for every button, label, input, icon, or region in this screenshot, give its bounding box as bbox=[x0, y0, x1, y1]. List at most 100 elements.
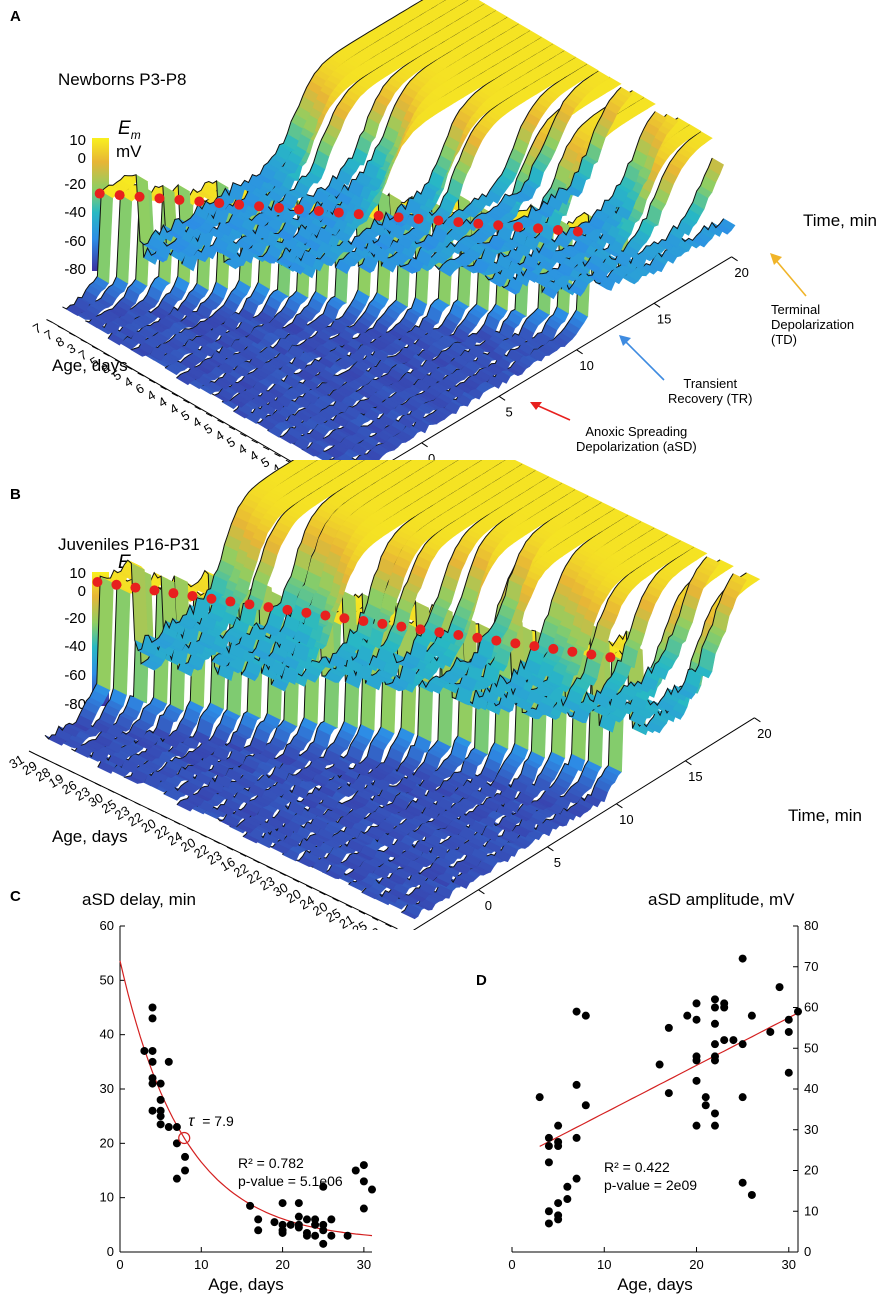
time-tick-label: 0 bbox=[428, 451, 435, 466]
time-tick bbox=[421, 442, 428, 448]
asd-marker bbox=[453, 217, 464, 228]
asd-marker bbox=[393, 212, 404, 223]
asd-marker bbox=[353, 209, 364, 220]
age-tick bbox=[262, 446, 270, 451]
panel-b-cb-tick: -80 bbox=[64, 696, 86, 713]
age-tick bbox=[228, 426, 236, 431]
surface-patch bbox=[469, 0, 485, 7]
asd-marker bbox=[513, 221, 524, 232]
panel-a-colorbar-unit: mV bbox=[116, 142, 142, 161]
trace-line bbox=[335, 540, 681, 877]
age-tick-label: 4 bbox=[144, 387, 158, 404]
age-tick-label: 3 bbox=[64, 340, 78, 357]
annotation-td: Terminal Depolarization (TD) bbox=[771, 302, 855, 347]
panel-a-cb-tick: 10 bbox=[69, 132, 86, 149]
surface-patch bbox=[438, 0, 446, 3]
age-tick bbox=[205, 412, 213, 417]
time-tick bbox=[498, 395, 506, 401]
asd-marker bbox=[373, 210, 384, 221]
tr-arrow-head bbox=[619, 335, 631, 346]
age-tick bbox=[91, 345, 99, 350]
asd-marker bbox=[473, 218, 484, 229]
asd-marker bbox=[234, 199, 245, 210]
panel-a-colorbar-symbol: Em bbox=[118, 118, 141, 142]
panel-a-cb-tick: -40 bbox=[64, 204, 86, 221]
age-tick-label: 6 bbox=[133, 380, 147, 397]
panel-a-time-label: Time, min bbox=[803, 211, 877, 230]
panel-b-surface: 3129281926233025232220222420222316222223… bbox=[6, 460, 772, 930]
age-tick bbox=[80, 339, 87, 344]
asd-marker bbox=[214, 198, 225, 209]
surface-patch bbox=[474, 460, 482, 463]
age-tick-label: 7 bbox=[30, 320, 44, 337]
age-tick bbox=[57, 325, 65, 330]
age-tick bbox=[69, 332, 76, 337]
panel-b-cb-tick: 10 bbox=[69, 565, 86, 582]
surface-patch bbox=[116, 193, 133, 284]
time-axis bbox=[375, 256, 732, 470]
panel-b-cb-tick: -60 bbox=[64, 667, 86, 684]
trace-line bbox=[242, 495, 589, 837]
age-tick bbox=[274, 453, 281, 457]
asd-marker bbox=[94, 188, 105, 199]
age-tick bbox=[148, 379, 156, 384]
asd-marker bbox=[333, 207, 344, 218]
age-tick-label: 5 bbox=[224, 434, 238, 451]
asd-marker bbox=[413, 213, 424, 224]
panel-a-letter: A bbox=[10, 8, 21, 25]
age-tick-label: 4 bbox=[190, 414, 204, 431]
asd-arrow bbox=[533, 403, 571, 421]
asd-marker bbox=[493, 220, 504, 231]
age-tick-label: 7 bbox=[42, 327, 56, 344]
time-tick-label: 20 bbox=[734, 265, 748, 280]
annotation-tr: Transient Recovery (TR) bbox=[668, 376, 753, 406]
age-tick bbox=[217, 419, 224, 424]
trace-line bbox=[216, 482, 562, 822]
age-tick-label: 8 bbox=[53, 334, 67, 351]
age-tick-label: 4 bbox=[213, 427, 227, 444]
panel-a-cb-tick: -80 bbox=[64, 261, 86, 278]
age-tick bbox=[194, 406, 201, 411]
trace-line bbox=[210, 70, 599, 396]
age-axis bbox=[52, 322, 307, 470]
panel-a-cb-tick: 0 bbox=[77, 150, 86, 167]
time-tick-label: 10 bbox=[579, 358, 593, 373]
surface-patch bbox=[450, 460, 459, 463]
asd-marker bbox=[533, 223, 544, 234]
asd-marker bbox=[194, 196, 205, 207]
age-tick-label: 4 bbox=[156, 394, 170, 411]
panel-a-cb-tick: -60 bbox=[64, 233, 86, 250]
asd-marker bbox=[134, 191, 145, 202]
asd-marker bbox=[254, 201, 265, 212]
asd-marker bbox=[433, 215, 444, 226]
age-tick-label: 4 bbox=[270, 461, 284, 470]
asd-marker bbox=[572, 226, 583, 237]
time-tick-label: 15 bbox=[657, 311, 671, 326]
time-tick bbox=[653, 302, 661, 308]
age-tick-label: 5 bbox=[178, 407, 192, 424]
asd-marker bbox=[552, 225, 563, 236]
panel-b-title: Juveniles P16-P31 bbox=[58, 535, 200, 554]
annotation-asd: Anoxic Spreading Depolarization (aSD) bbox=[576, 424, 697, 454]
age-tick bbox=[160, 386, 167, 390]
age-tick bbox=[171, 392, 179, 397]
age-tick bbox=[251, 439, 258, 444]
age-tick bbox=[46, 319, 53, 323]
trace-line bbox=[62, 0, 424, 310]
asd-marker bbox=[274, 202, 285, 213]
asd-marker bbox=[154, 193, 165, 204]
surface-patch bbox=[497, 460, 506, 462]
surface-patch bbox=[426, 460, 435, 463]
panel-a-title: Newborns P3-P8 bbox=[58, 70, 187, 89]
trace-line bbox=[313, 131, 702, 455]
time-tick bbox=[576, 349, 583, 355]
panel-b-cb-tick: 0 bbox=[77, 583, 86, 600]
asd-arrow-head bbox=[530, 402, 542, 410]
panel-a-cb-tick: -20 bbox=[64, 176, 86, 193]
asd-marker bbox=[293, 204, 304, 215]
age-tick bbox=[137, 372, 144, 377]
age-tick bbox=[240, 432, 247, 437]
asd-marker bbox=[313, 205, 324, 216]
tr-arrow bbox=[623, 339, 665, 381]
